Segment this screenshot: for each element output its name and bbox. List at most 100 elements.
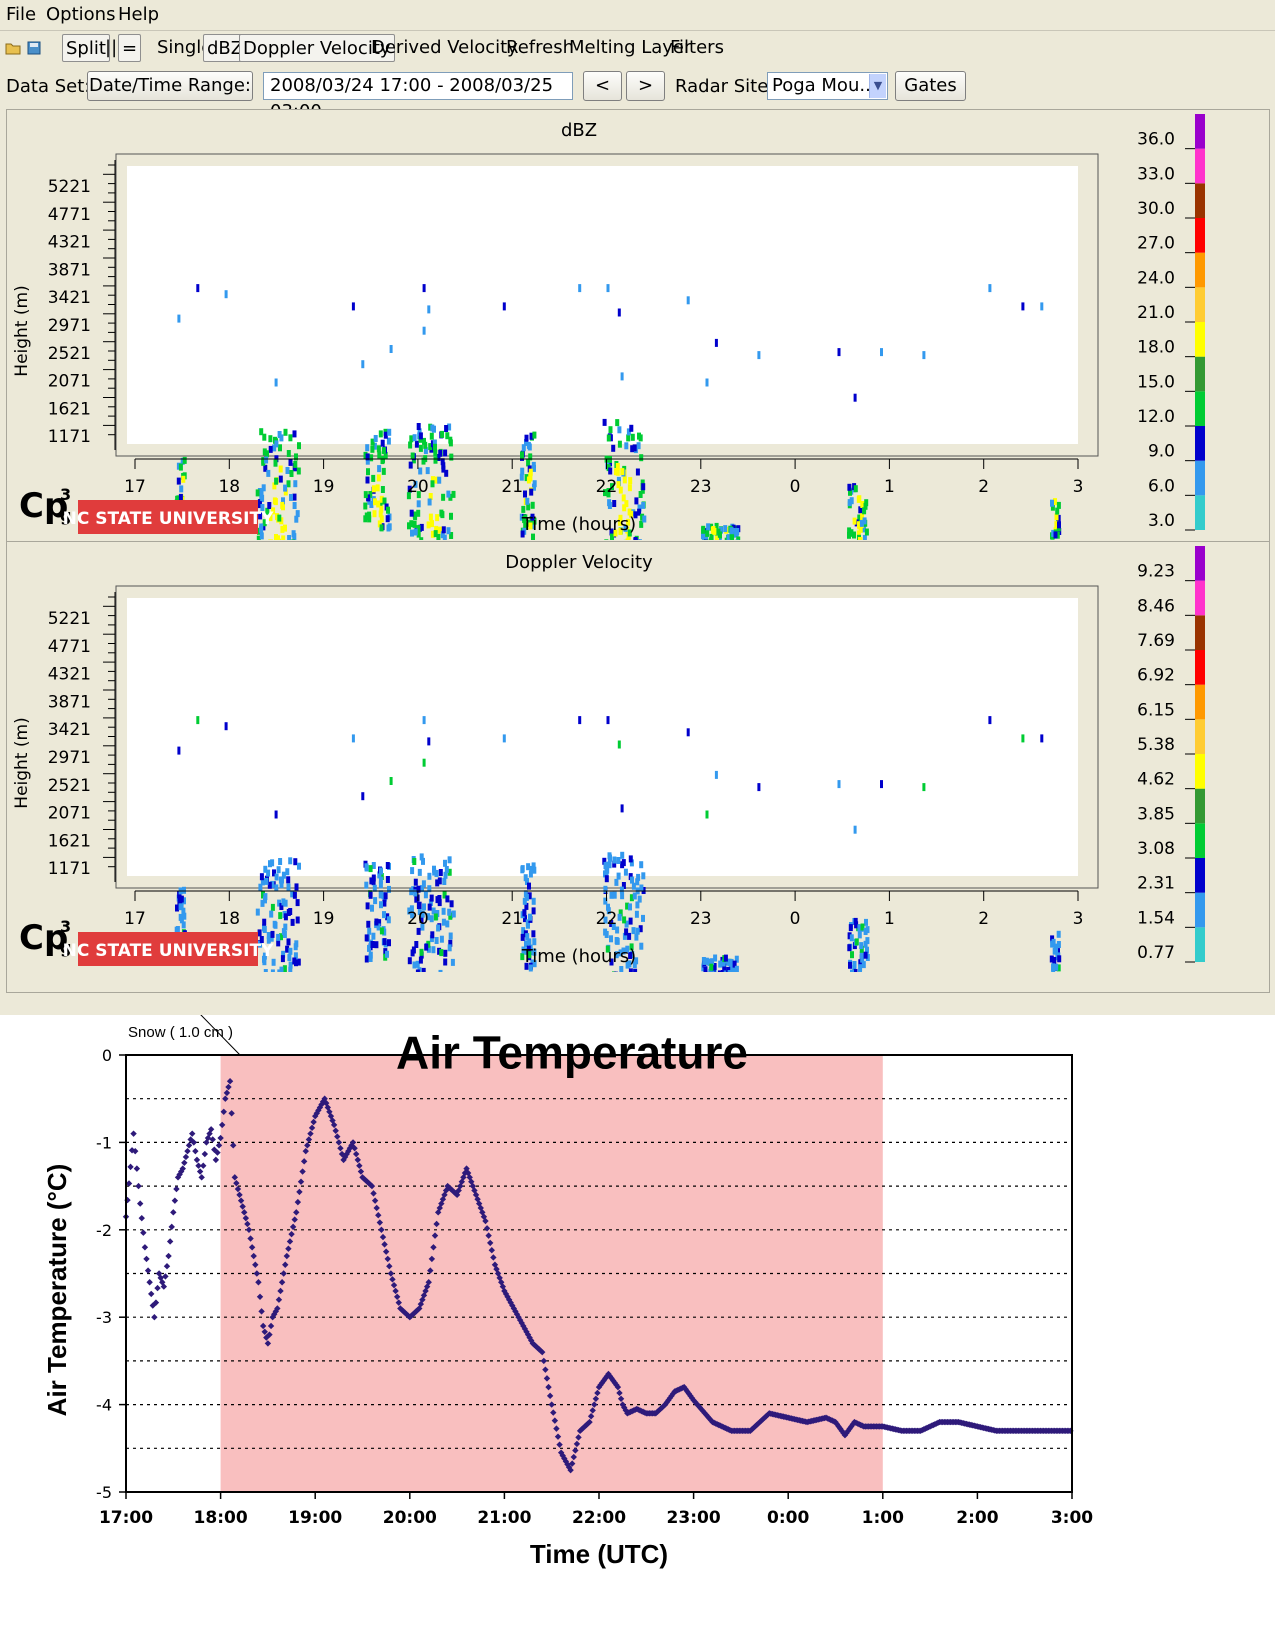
echo-cell: [609, 920, 614, 927]
x-tick-label: 21: [501, 909, 523, 929]
ncsu-logo-text: NC STATE UNIVERSITY: [63, 509, 274, 529]
echo-cell: [849, 934, 854, 942]
temperature-marker: [184, 1147, 191, 1155]
open-folder-icon[interactable]: [5, 40, 21, 56]
echo-cell: [1040, 734, 1044, 743]
echo-cell: [175, 495, 180, 503]
echo-cell: [430, 480, 435, 488]
echo-cell: [524, 434, 529, 442]
save-disk-icon[interactable]: [26, 40, 42, 56]
echo-cell: [736, 536, 741, 544]
echo-cell: [609, 528, 614, 536]
colorbar-label: 30.0: [1137, 199, 1175, 219]
echo-cell: [628, 968, 633, 976]
radar-site-select[interactable]: Poga Mou... ▼: [767, 72, 888, 100]
echo-cell: [365, 444, 370, 452]
temperature-marker: [606, 1372, 614, 1380]
echo-cell: [1056, 941, 1061, 948]
derived-velocity-button[interactable]: Derived Velocity: [371, 37, 518, 58]
echo-cell: [386, 437, 391, 445]
temperature-marker: [275, 1296, 283, 1303]
melting-layer-button[interactable]: Melting Layer: [569, 37, 692, 58]
echo-cell: [437, 895, 442, 902]
echo-cell: [262, 952, 267, 960]
temperature-marker: [341, 1153, 349, 1161]
echo-cell: [712, 963, 717, 970]
menu-help[interactable]: Help: [118, 4, 160, 25]
echo-cell: [255, 489, 260, 497]
echo-cell: [409, 520, 414, 528]
echo-cell: [421, 857, 425, 865]
echo-cell: [425, 467, 430, 475]
echo-cell: [433, 456, 438, 464]
echo-cell: [635, 878, 640, 886]
colorbar-label: 36.0: [1137, 130, 1175, 150]
temperature-marker: [212, 1156, 220, 1164]
previous-button[interactable]: <: [583, 71, 622, 101]
next-button[interactable]: >: [626, 71, 665, 101]
echo-cell: [364, 955, 369, 963]
echo-cell: [409, 435, 414, 443]
ncsu-logo-box: [78, 932, 258, 966]
menu-options[interactable]: Options: [46, 4, 116, 25]
echo-cell: [524, 962, 529, 970]
echo-cell: [723, 967, 728, 975]
colorbar-segment: [1195, 927, 1205, 962]
echo-cell: [182, 886, 186, 894]
single-button[interactable]: Single: [157, 37, 213, 58]
x-tick-label: 23: [690, 909, 712, 929]
filters-button[interactable]: Filters: [670, 37, 724, 58]
echo-cell: [292, 493, 297, 501]
echo-cell: [519, 513, 524, 521]
echo-cell: [389, 345, 393, 353]
y-tick-label: 3421: [48, 288, 91, 308]
echo-cell: [439, 935, 444, 943]
echo-cell: [615, 926, 620, 934]
temperature-marker: [252, 1261, 259, 1268]
echo-cell: [863, 951, 868, 959]
echo-cell: [413, 513, 418, 521]
refresh-button[interactable]: Refresh: [506, 37, 574, 58]
temperature-marker: [387, 1270, 395, 1277]
echo-cell: [181, 921, 186, 929]
echo-cell: [178, 463, 183, 471]
echo-cell: [627, 960, 632, 968]
x-tick-label: 0: [790, 909, 801, 929]
menu-file[interactable]: File: [6, 4, 37, 25]
echo-cell: [286, 938, 291, 946]
date-range-button[interactable]: Date/Time Range:: [87, 71, 253, 101]
echo-cell: [635, 901, 640, 909]
gates-button[interactable]: Gates: [895, 71, 966, 101]
echo-cell: [259, 489, 264, 497]
echo-cell: [622, 932, 627, 940]
split-button[interactable]: Split: [62, 34, 110, 62]
echo-cell: [416, 525, 421, 533]
axis-ticks: 0 -1 -2 -3 -4 -5 17:00 18:00 19:00 20:00 21:00 22:0…: [96, 1046, 1093, 1528]
echo-cell: [278, 858, 283, 865]
echo-cell: [386, 916, 391, 924]
colorbar-segment: [1195, 218, 1205, 253]
temperature-marker: [280, 1270, 287, 1277]
vertical-layout-button[interactable]: ||: [105, 37, 118, 58]
doppler-velocity-button[interactable]: Doppler Velocity: [239, 34, 395, 62]
echo-cell: [708, 537, 713, 545]
echo-cell: [430, 424, 435, 432]
echo-cell: [862, 507, 867, 515]
horizontal-layout-button[interactable]: =: [118, 34, 142, 62]
colorbar-label: 6.15: [1137, 700, 1175, 720]
echo-cell: [603, 870, 607, 878]
date-range-field[interactable]: 2008/03/24 17:00 - 2008/03/25 03:00: [263, 72, 573, 122]
echo-cell: [603, 862, 608, 870]
echo-cell: [531, 907, 536, 915]
echo-cell: [182, 897, 186, 905]
echo-cell: [280, 876, 284, 884]
echo-cell: [616, 872, 621, 880]
echo-cell: [602, 418, 607, 426]
echo-cell: [377, 871, 382, 879]
echo-cell: [361, 360, 365, 369]
echo-cell: [424, 943, 429, 951]
plot-area: [127, 166, 1078, 444]
echo-cell: [604, 875, 609, 883]
chevron-down-icon[interactable]: ▼: [869, 74, 886, 98]
echo-cell: [608, 467, 613, 475]
